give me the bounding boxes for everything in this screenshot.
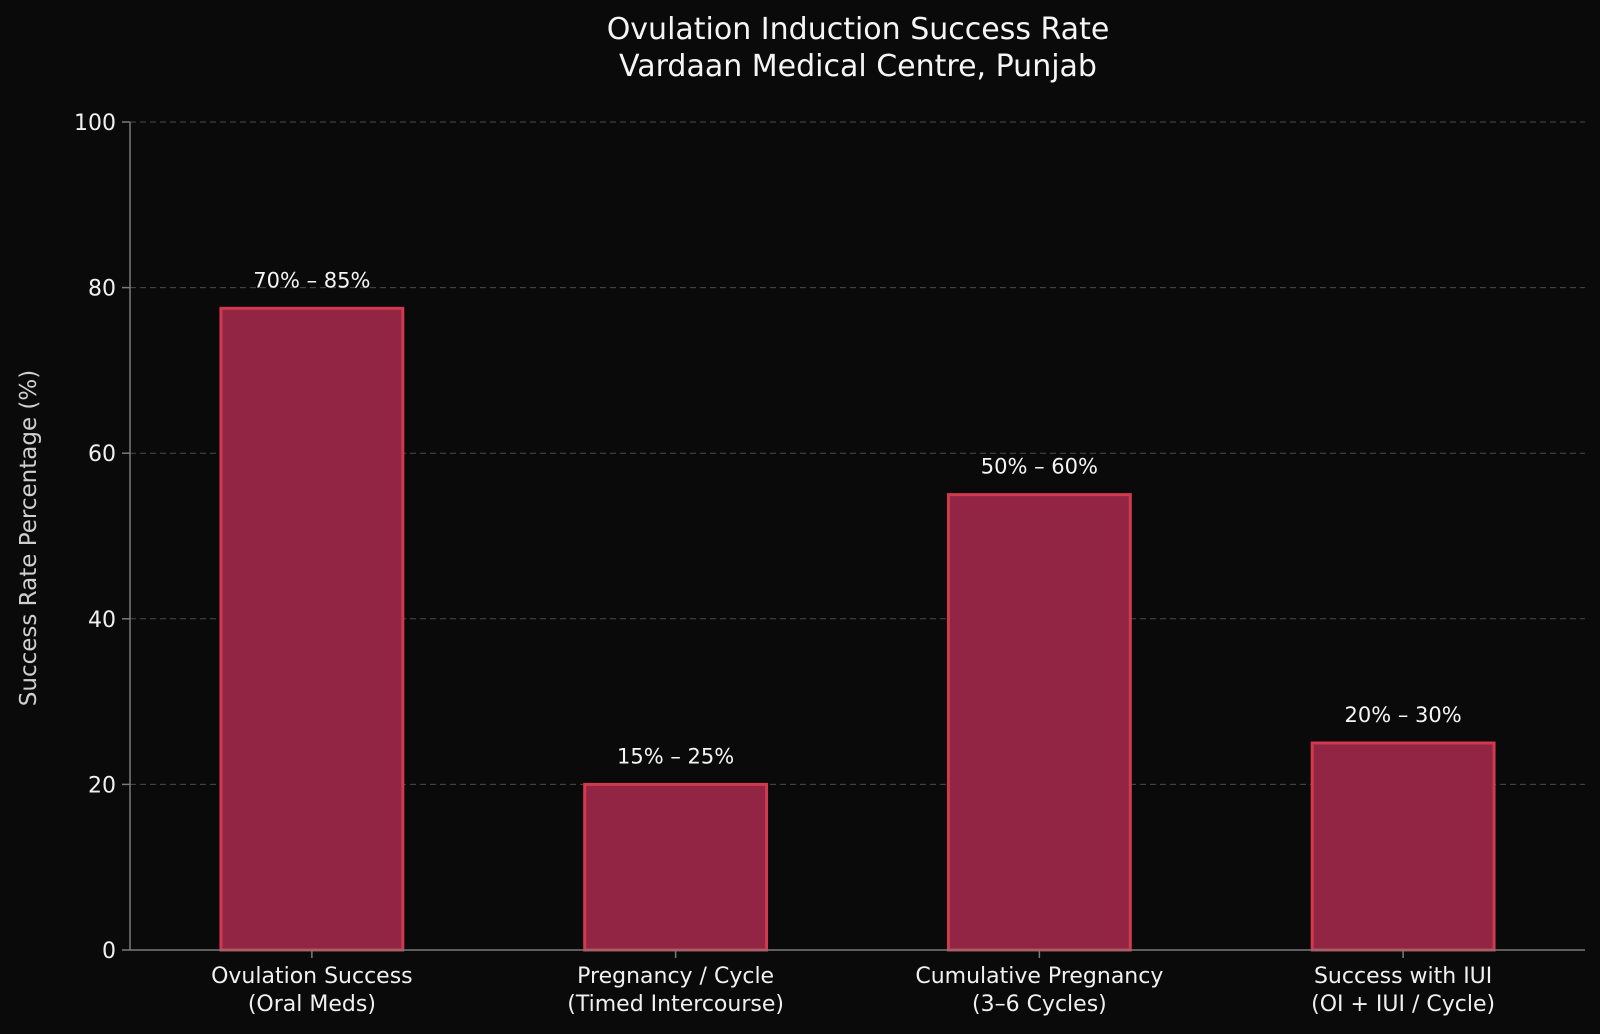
labels: 0 20 40 60 80 100 70% – 85% Ovulation Success (O…: [74, 111, 1495, 1017]
x-tick-label: Ovulation Success: [211, 964, 413, 989]
y-axis-label: Success Rate Percentage (%): [16, 370, 42, 706]
axes: [122, 121, 1585, 958]
bar: [1310, 741, 1496, 952]
x-tick-label: (Timed Intercourse): [567, 992, 784, 1017]
chart-title: Ovulation Induction Success Rate: [607, 12, 1110, 47]
bar-data-label: 20% – 30%: [1345, 703, 1462, 727]
y-tick-label: 20: [88, 773, 116, 798]
x-tick-label: (Oral Meds): [248, 992, 376, 1017]
y-tick-label: 100: [74, 111, 116, 136]
bars: [219, 306, 1496, 952]
x-tick-label: Success with IUI: [1314, 964, 1492, 989]
bar-data-label: 50% – 60%: [981, 455, 1098, 479]
bar-data-label: 15% – 25%: [617, 744, 734, 768]
x-tick-label: (3–6 Cycles): [972, 992, 1107, 1017]
y-tick-label: 60: [88, 442, 116, 467]
bar: [583, 782, 769, 952]
y-tick-label: 0: [102, 939, 116, 964]
chart-subtitle: Vardaan Medical Centre, Punjab: [619, 49, 1097, 84]
x-tick-label: (OI + IUI / Cycle): [1311, 992, 1495, 1017]
x-tick-label: Cumulative Pregnancy: [915, 964, 1163, 989]
bar: [219, 306, 405, 952]
y-tick-label: 80: [88, 277, 116, 302]
bar: [946, 493, 1132, 952]
bar-data-label: 70% – 85%: [253, 268, 370, 292]
y-tick-label: 40: [88, 608, 116, 633]
x-tick-label: Pregnancy / Cycle: [577, 964, 774, 989]
